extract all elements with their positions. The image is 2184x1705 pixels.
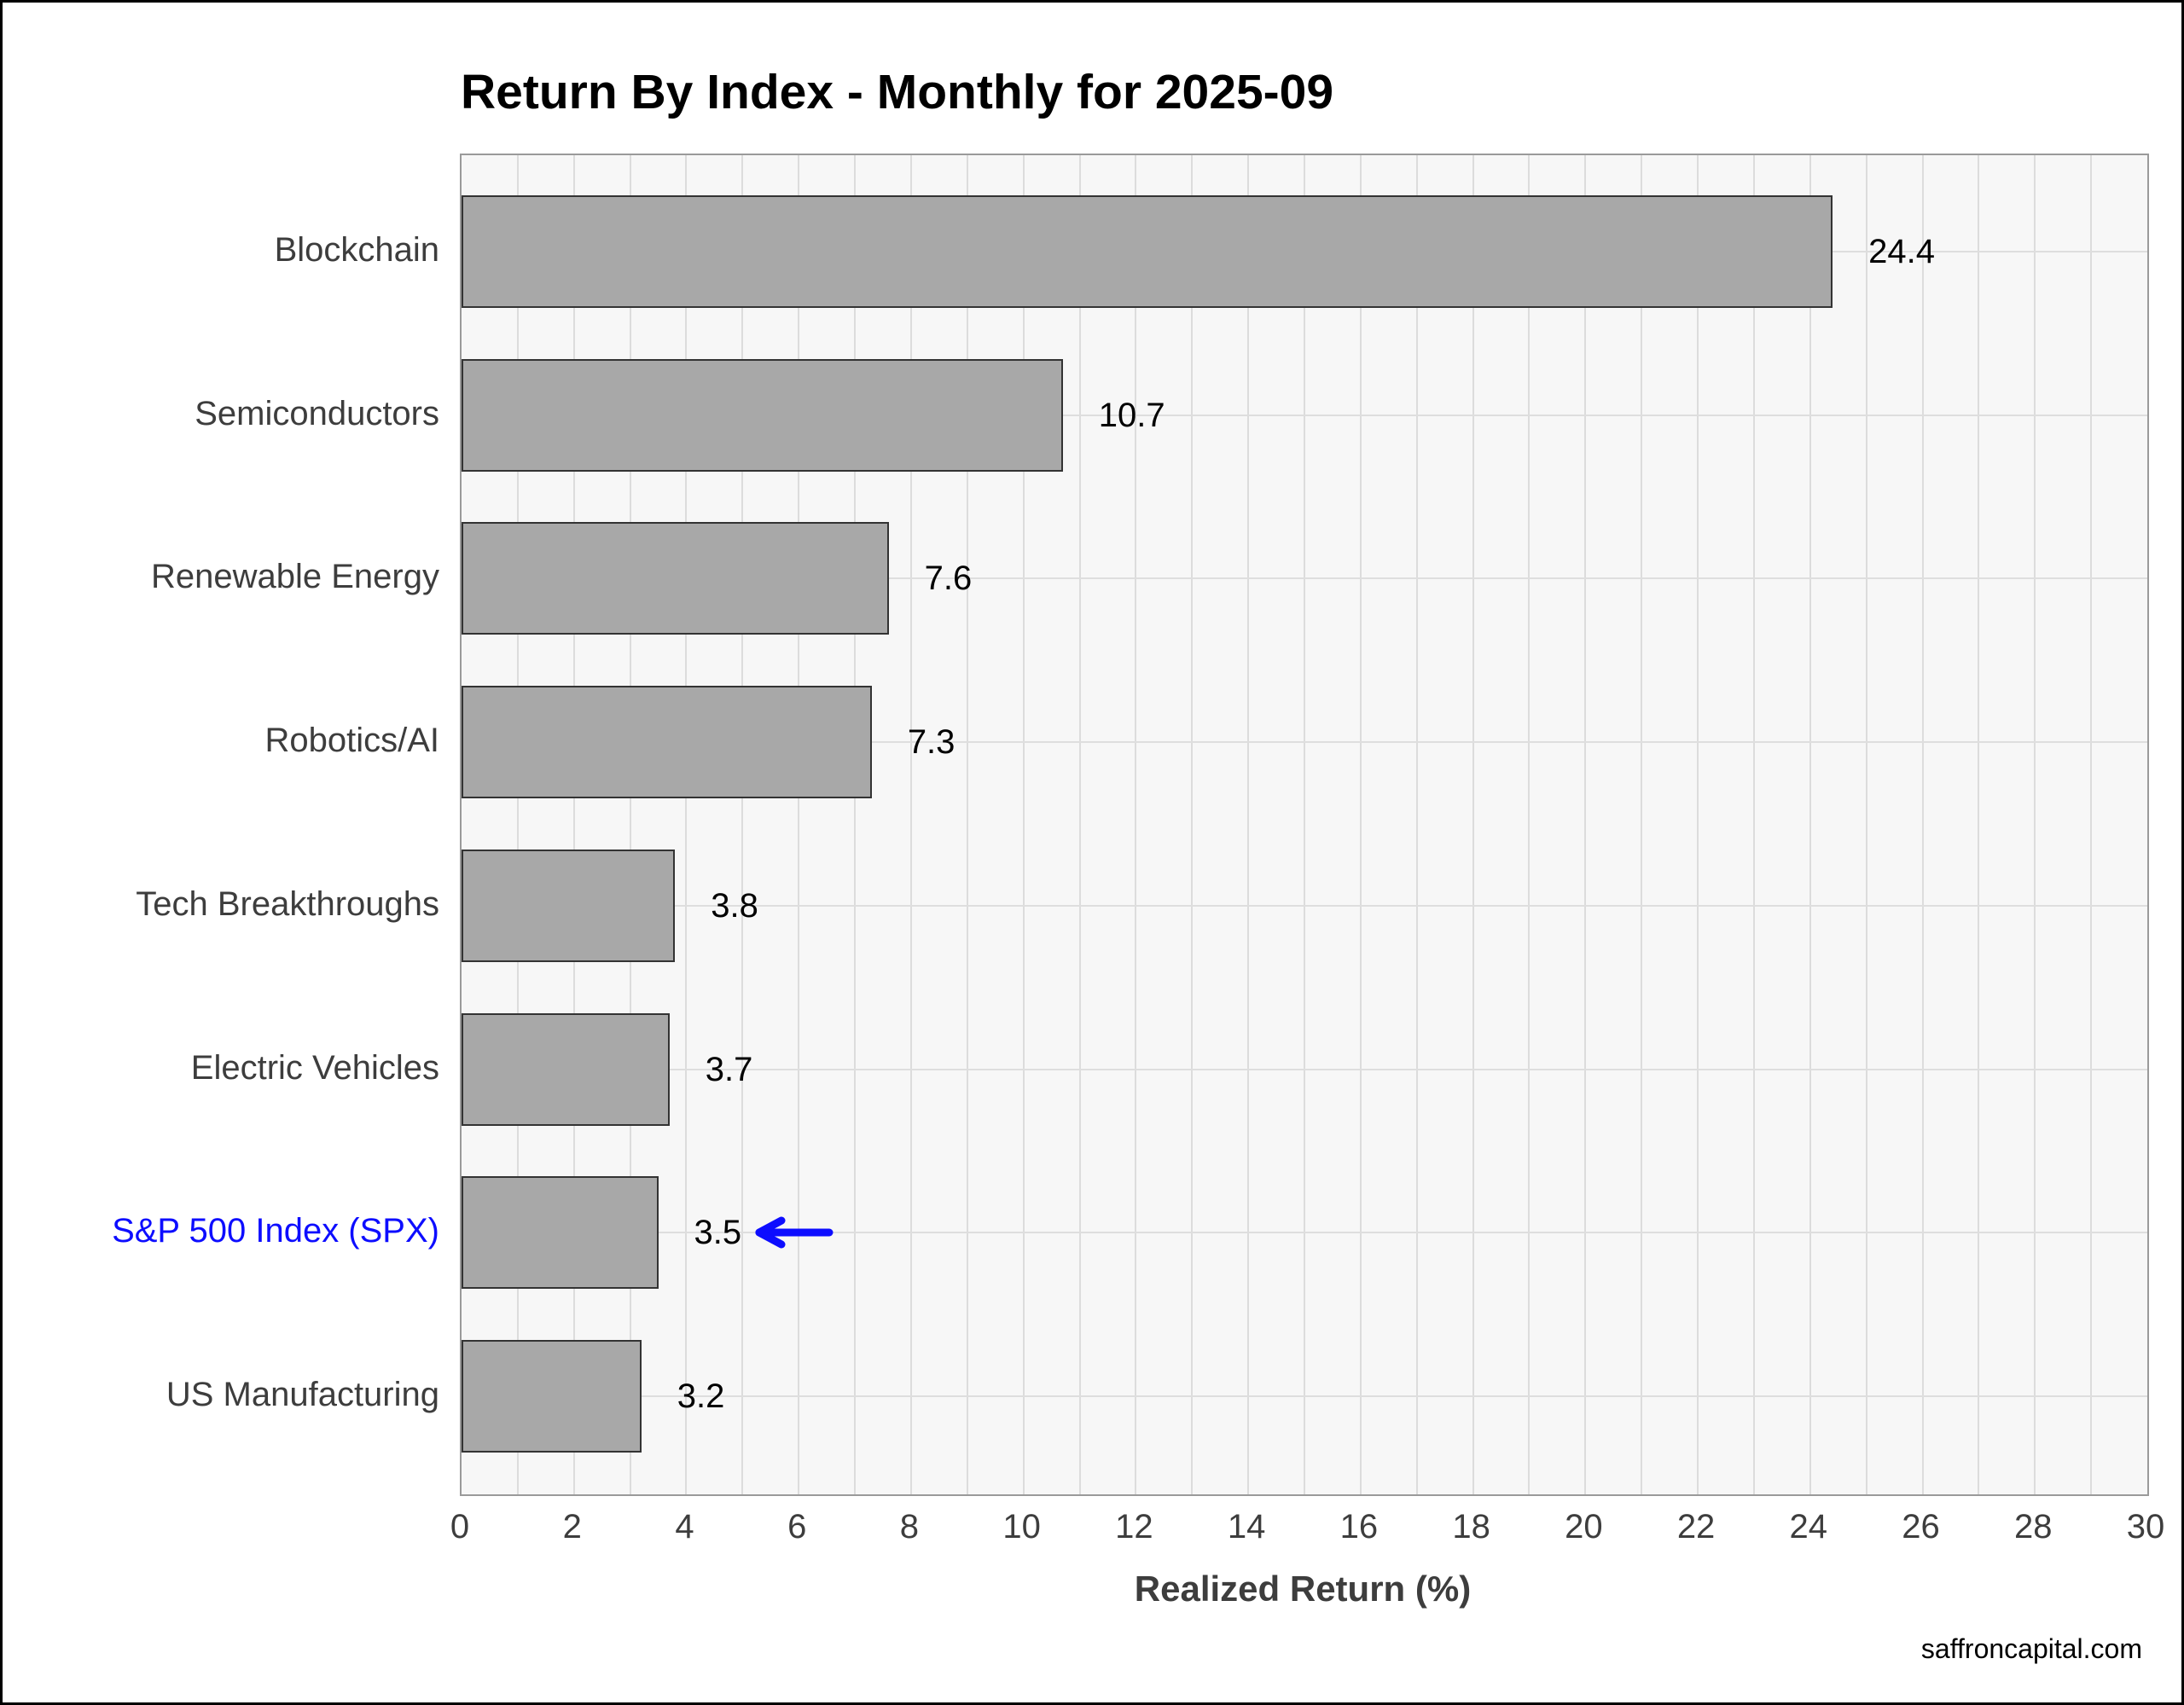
x-gridline	[1359, 155, 1362, 1494]
bar-us-manufacturing	[462, 1340, 642, 1453]
x-gridline	[1022, 155, 1025, 1494]
y-gridline	[462, 1068, 2147, 1070]
x-tick-label-2: 2	[562, 1508, 582, 1546]
x-tick-label-8: 8	[899, 1508, 920, 1546]
x-gridline	[1809, 155, 1811, 1494]
watermark-text: saffroncapital.com	[1920, 1633, 2142, 1664]
bar-tech-breakthroughs	[462, 849, 676, 962]
x-tick-label-18: 18	[1452, 1508, 1490, 1546]
x-gridline	[798, 155, 800, 1494]
x-tick-label-14: 14	[1227, 1508, 1266, 1546]
x-tick-label-12: 12	[1115, 1508, 1153, 1546]
plot-area: 24.4 10.7 7.6 7.3 3.8 3.7 3.5 3.2	[460, 154, 2149, 1496]
x-tick-label-16: 16	[1339, 1508, 1379, 1546]
x-gridline	[629, 155, 631, 1494]
x-gridline	[516, 155, 519, 1494]
x-gridline	[909, 155, 912, 1494]
x-gridline	[1921, 155, 1924, 1494]
x-gridline	[1697, 155, 1699, 1494]
bar-blockchain	[462, 194, 1833, 308]
highlight-left-arrow-icon	[752, 1214, 834, 1251]
value-label-s-p-500-index-spx: 3.5	[694, 1214, 742, 1252]
x-gridline	[1528, 155, 1531, 1494]
category-label-renewable-energy: Renewable Energy	[151, 558, 439, 596]
bar-renewable-energy	[462, 522, 889, 635]
x-gridline	[1978, 155, 1980, 1494]
x-tick-label-0: 0	[450, 1508, 470, 1546]
x-gridline	[1584, 155, 1587, 1494]
bar-robotics-ai	[462, 686, 872, 799]
x-gridline	[1247, 155, 1250, 1494]
category-label-robotics-ai: Robotics/AI	[264, 722, 439, 760]
x-tick-label-28: 28	[2014, 1508, 2053, 1546]
x-gridline	[572, 155, 575, 1494]
bar-electric-vehicles	[462, 1012, 670, 1126]
x-gridline	[1641, 155, 1643, 1494]
chart-title: Return By Index - Monthly for 2025-09	[461, 65, 1334, 119]
x-tick-label-20: 20	[1565, 1508, 1603, 1546]
x-tick-label-6: 6	[787, 1508, 807, 1546]
bar-s-p-500-index-spx	[462, 1176, 659, 1290]
y-gridline	[462, 577, 2147, 580]
x-axis-title: Realized Return (%)	[1134, 1569, 1472, 1609]
category-label-semiconductors: Semiconductors	[195, 394, 439, 432]
x-gridline	[1752, 155, 1755, 1494]
x-gridline	[1415, 155, 1418, 1494]
x-gridline	[1472, 155, 1474, 1494]
x-gridline	[1078, 155, 1081, 1494]
x-tick-label-26: 26	[1902, 1508, 1940, 1546]
x-gridline	[2034, 155, 2036, 1494]
value-label-renewable-energy: 7.6	[924, 560, 973, 598]
bar-semiconductors	[462, 358, 1063, 472]
y-gridline	[462, 414, 2147, 416]
y-gridline	[462, 1395, 2147, 1398]
value-label-blockchain: 24.4	[1868, 232, 1935, 270]
category-label-tech-breakthroughs: Tech Breakthroughs	[136, 884, 439, 923]
x-tick-label-24: 24	[1789, 1508, 1828, 1546]
x-gridline	[685, 155, 688, 1494]
value-label-robotics-ai: 7.3	[907, 723, 956, 762]
x-gridline	[2090, 155, 2093, 1494]
x-tick-label-4: 4	[675, 1508, 694, 1546]
x-gridline	[966, 155, 968, 1494]
y-gridline	[462, 1232, 2147, 1234]
x-tick-label-10: 10	[1002, 1508, 1041, 1546]
value-label-semiconductors: 10.7	[1098, 396, 1165, 434]
value-label-tech-breakthroughs: 3.8	[711, 886, 758, 925]
x-gridline	[1865, 155, 1867, 1494]
value-label-us-manufacturing: 3.2	[677, 1377, 725, 1416]
x-gridline	[854, 155, 857, 1494]
x-gridline	[1304, 155, 1305, 1494]
x-tick-label-22: 22	[1676, 1508, 1716, 1546]
x-gridline	[1191, 155, 1194, 1494]
x-gridline	[1135, 155, 1137, 1494]
x-gridline	[741, 155, 744, 1494]
category-label-blockchain: Blockchain	[274, 230, 439, 269]
category-label-electric-vehicles: Electric Vehicles	[190, 1048, 439, 1087]
y-gridline	[462, 741, 2147, 744]
value-label-electric-vehicles: 3.7	[705, 1050, 753, 1088]
category-label-s-p-500-index-spx: S&P 500 Index (SPX)	[112, 1212, 439, 1250]
category-label-us-manufacturing: US Manufacturing	[166, 1376, 439, 1414]
x-tick-label-30: 30	[2126, 1508, 2165, 1546]
y-gridline	[462, 904, 2147, 907]
